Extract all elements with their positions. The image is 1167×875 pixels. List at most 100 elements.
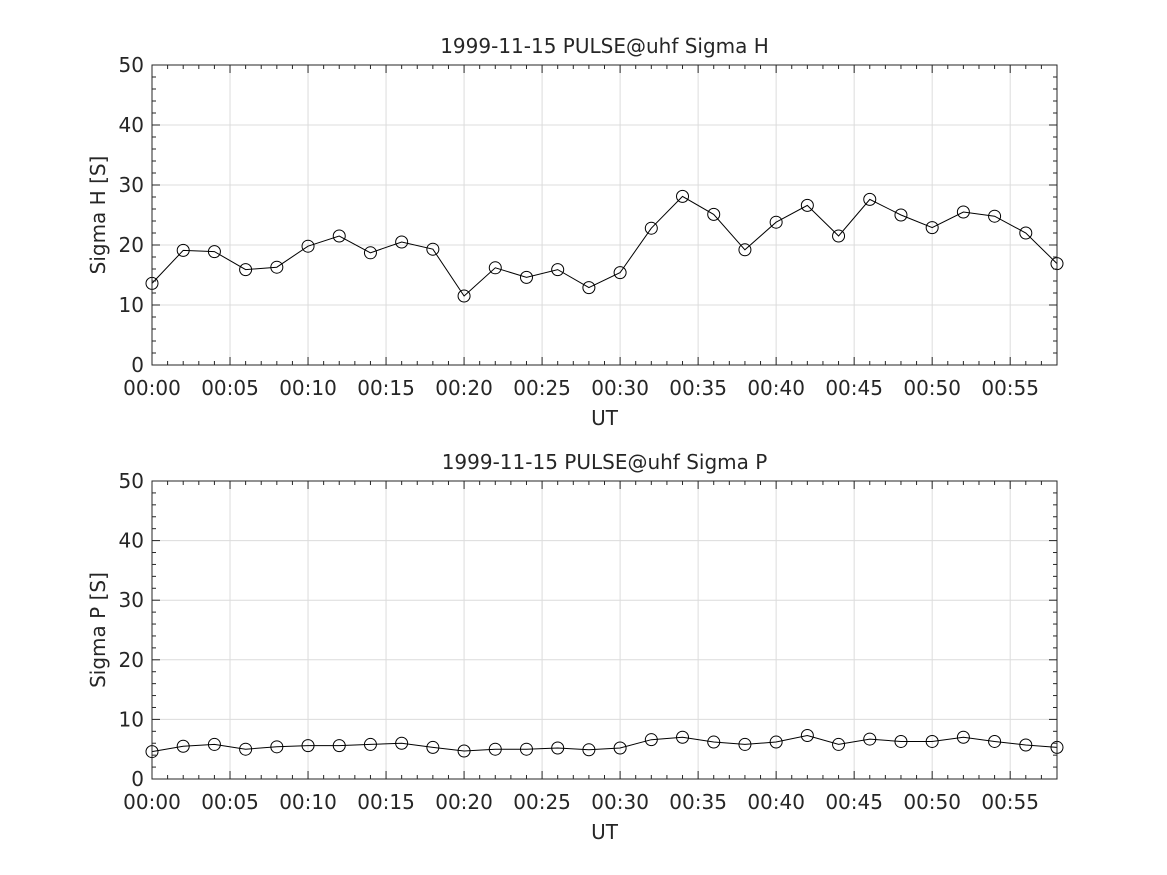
sigma-h-data-point: [832, 229, 846, 243]
y-tick-label: 50: [119, 53, 144, 77]
sigma-p-data-point: [1019, 738, 1033, 752]
sigma-h-panel: 00:00 00:05 00:10 00:15 00:20 00:25 00:30 00:35…: [86, 34, 1064, 430]
sigma-h-data-point: [707, 207, 721, 221]
x-tick-label: 00:05: [201, 790, 259, 814]
sigma-h-data-point: [613, 266, 627, 280]
sigma-h-data-point: [270, 260, 284, 274]
y-tick-label: 40: [119, 529, 144, 553]
sigma-p-data-point: [894, 734, 908, 748]
sigma-p-data-point: [582, 743, 596, 757]
x-tick-label: 00:45: [825, 376, 883, 400]
sigma-h-data-point: [956, 205, 970, 219]
sigma-p-data-point: [332, 739, 346, 753]
y-tick-label: 0: [131, 353, 144, 377]
y-tick-label: 30: [119, 173, 144, 197]
sigma-p-data-point: [363, 737, 377, 751]
sigma-p-series-line: [151, 734, 1058, 753]
sigma-p-data-point: [863, 732, 877, 746]
x-tick-label: 00:25: [513, 790, 571, 814]
sigma-p-data-point: [488, 742, 502, 756]
sigma-p-data-point: [956, 730, 970, 744]
sigma-p-data-point: [207, 737, 221, 751]
sigma-p-data-point: [551, 741, 565, 755]
sigma-p-data-point: [457, 744, 471, 758]
sigma-h-data-point: [363, 246, 377, 260]
y-tick-label: 10: [119, 707, 144, 731]
y-tick-label: 30: [119, 588, 144, 612]
sigma-h-data-point: [239, 263, 253, 277]
x-tick-label: 00:15: [357, 376, 415, 400]
x-tick-label: 00:20: [435, 790, 493, 814]
sigma-h-data-point: [676, 189, 690, 203]
sigma-h-data-point: [800, 198, 814, 212]
x-tick-label: 00:00: [123, 376, 181, 400]
x-tick-label: 00:20: [435, 376, 493, 400]
sigma-h-data-point: [769, 215, 783, 229]
sigma-h-y-axis-label: Sigma H [S]: [86, 156, 110, 275]
sigma-p-data-point: [644, 733, 658, 747]
sigma-p-grid: [152, 481, 1057, 779]
sigma-h-data-point: [582, 281, 596, 295]
sigma-p-data-point: [613, 741, 627, 755]
sigma-p-data-point: [707, 735, 721, 749]
sigma-p-data-point: [301, 739, 315, 753]
x-tick-label: 00:10: [279, 790, 337, 814]
sigma-p-x-axis-label: UT: [591, 820, 619, 844]
x-tick-label: 00:05: [201, 376, 259, 400]
sigma-h-data-point: [426, 242, 440, 256]
sigma-p-y-axis-label: Sigma P [S]: [86, 572, 110, 688]
sigma-h-data-point: [395, 235, 409, 249]
sigma-h-data-point: [988, 209, 1002, 223]
sigma-h-data-point: [332, 229, 346, 243]
x-tick-label: 00:35: [669, 376, 727, 400]
sigma-h-x-axis-label: UT: [591, 406, 619, 430]
y-tick-label: 50: [119, 469, 144, 493]
sigma-p-data-point: [395, 736, 409, 750]
sigma-p-data-point: [239, 742, 253, 756]
sigma-h-ticks: 00:00 00:05 00:10 00:15 00:20 00:25 00:30 00:35…: [119, 53, 1058, 400]
sigma-h-data-point: [207, 245, 221, 259]
sigma-p-data-point: [832, 737, 846, 751]
sigma-h-data-point: [644, 221, 658, 235]
y-tick-label: 20: [119, 648, 144, 672]
x-tick-label: 00:10: [279, 376, 337, 400]
x-tick-label: 00:30: [591, 790, 649, 814]
x-tick-label: 00:25: [513, 376, 571, 400]
x-tick-label: 00:45: [825, 790, 883, 814]
sigma-p-data-point: [676, 730, 690, 744]
sigma-p-panel: 00:00 00:05 00:10 00:15 00:20 00:25 00:30 00:35…: [86, 450, 1064, 844]
sigma-p-data-point: [176, 739, 190, 753]
sigma-p-data-point: [738, 737, 752, 751]
x-tick-label: 00:55: [981, 376, 1039, 400]
x-tick-label: 00:30: [591, 376, 649, 400]
y-tick-label: 40: [119, 113, 144, 137]
sigma-p-ticks: 00:00 00:05 00:10 00:15 00:20 00:25 00:30 00:35…: [119, 469, 1058, 814]
sigma-h-series: [145, 189, 1064, 303]
sigma-h-data-point: [457, 289, 471, 303]
x-tick-label: 00:40: [747, 790, 805, 814]
sigma-h-data-point: [488, 261, 502, 275]
sigma-p-data-point: [988, 734, 1002, 748]
sigma-h-data-point: [301, 239, 315, 253]
x-tick-label: 00:40: [747, 376, 805, 400]
sigma-p-data-point: [426, 740, 440, 754]
sigma-p-data-point: [270, 740, 284, 754]
sigma-h-data-point: [925, 221, 939, 235]
sigma-h-data-point: [738, 243, 752, 257]
sigma-h-data-point: [894, 208, 908, 222]
x-tick-label: 00:35: [669, 790, 727, 814]
x-tick-label: 00:15: [357, 790, 415, 814]
sigma-p-series: [145, 728, 1064, 759]
y-tick-label: 10: [119, 293, 144, 317]
sigma-p-chart-title: 1999-11-15 PULSE@uhf Sigma P: [442, 450, 768, 474]
sigma-h-data-point: [551, 263, 565, 277]
sigma-h-data-point: [176, 243, 190, 257]
y-tick-label: 0: [131, 767, 144, 791]
sigma-h-data-point: [519, 270, 533, 284]
sigma-p-data-point: [925, 734, 939, 748]
x-tick-label: 00:55: [981, 790, 1039, 814]
y-tick-label: 20: [119, 233, 144, 257]
sigma-p-data-point: [519, 742, 533, 756]
